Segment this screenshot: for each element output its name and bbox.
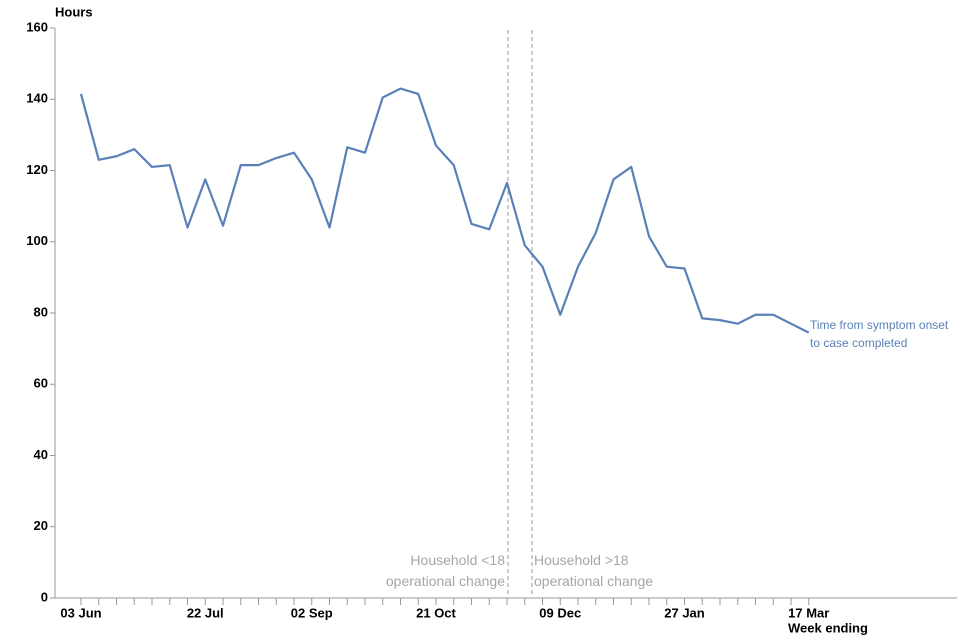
x-tick-label: 09 Dec xyxy=(539,605,581,620)
y-tick-label: 60 xyxy=(34,376,48,391)
y-tick-label: 120 xyxy=(26,162,48,177)
y-axis-title: Hours xyxy=(55,4,93,19)
x-tick-label: 21 Oct xyxy=(416,605,456,620)
y-tick-label: 20 xyxy=(34,518,48,533)
x-axis-title: Week ending xyxy=(788,620,868,635)
y-tick-label: 80 xyxy=(34,304,48,319)
x-tick-label: 27 Jan xyxy=(664,605,705,620)
x-tick-label: 22 Jul xyxy=(187,605,224,620)
series-label: Time from symptom onset to case complete… xyxy=(810,318,949,350)
y-tick-label: 100 xyxy=(26,233,48,248)
annotation: Household <18 operational change xyxy=(385,552,505,589)
data-line xyxy=(79,87,810,334)
y-tick-label: 0 xyxy=(41,589,48,604)
y-tick-label: 40 xyxy=(34,447,48,462)
y-tick-label: 140 xyxy=(26,91,48,106)
annotation: Household >18 operational change xyxy=(534,552,654,589)
y-tick-label: 160 xyxy=(26,19,48,34)
x-tick-label: 03 Jun xyxy=(60,605,101,620)
x-tick-label: 17 Mar xyxy=(788,605,829,620)
x-tick-label: 02 Sep xyxy=(291,605,333,620)
